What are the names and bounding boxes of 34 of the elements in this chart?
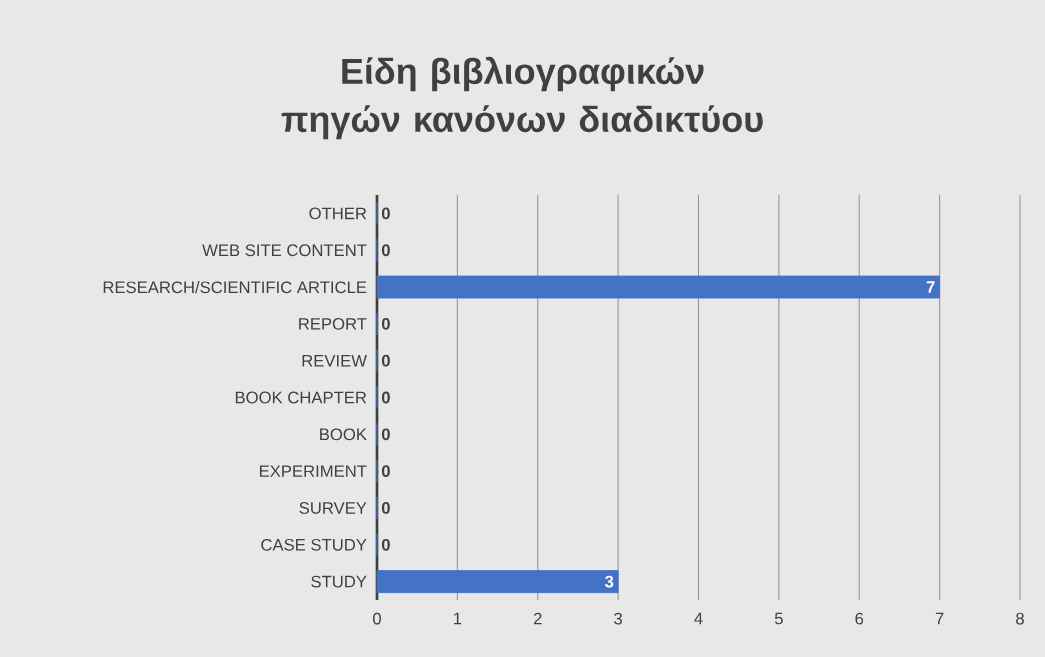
x-tick-label: 2 — [533, 612, 542, 625]
y-tick-label: OTHER — [309, 207, 367, 220]
y-tick-label: EXPERIMENT — [259, 465, 367, 477]
y-tick-label: STUDY — [311, 575, 367, 588]
x-tick-label: 7 — [935, 612, 944, 625]
data-label: 0 — [381, 502, 390, 514]
data-label: 7 — [926, 281, 935, 293]
y-tick-label: RESEARCH/SCIENTIFIC ARTICLE — [103, 280, 367, 294]
bar — [376, 275, 941, 299]
data-label: 0 — [381, 465, 390, 478]
data-label: 0 — [381, 428, 390, 441]
x-tick-label: 8 — [1016, 612, 1024, 625]
data-label: 0 — [381, 354, 390, 367]
x-tick-label: 5 — [774, 612, 783, 625]
y-tick-label: WEB SITE CONTENT — [202, 244, 367, 257]
data-label: 0 — [381, 207, 390, 220]
data-label: 3 — [604, 575, 614, 588]
x-tick-label: 3 — [614, 612, 623, 625]
bar — [376, 570, 619, 594]
y-tick-label: BOOK — [320, 428, 367, 441]
y-tick-label: SURVEY — [299, 502, 367, 514]
data-label: 0 — [381, 317, 390, 330]
y-tick-label: REPORT — [299, 317, 367, 330]
data-label: 0 — [381, 391, 390, 404]
y-tick-label: CASE STUDY — [261, 538, 367, 551]
data-label: 0 — [381, 244, 390, 257]
y-tick-label: BOOK CHAPTER — [235, 391, 367, 404]
y-tick-label: REVIEW — [302, 354, 367, 367]
x-tick-label: 1 — [454, 612, 462, 625]
data-label: 0 — [381, 538, 390, 551]
chart-title: Είδη βιβλιογραφικών πηγών κανόνων διαδικτύου — [281, 56, 763, 140]
x-tick-label: 6 — [855, 612, 864, 625]
x-tick-label: 4 — [694, 612, 703, 625]
x-tick-label: 0 — [373, 612, 381, 625]
